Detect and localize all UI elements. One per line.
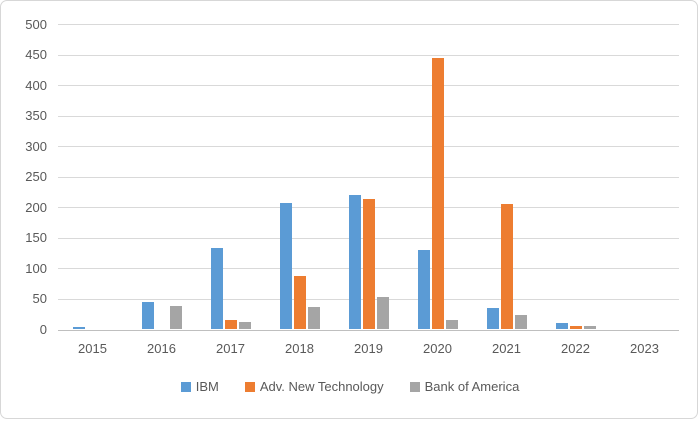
y-axis-tick-label-0: 0 [39, 322, 47, 337]
legend-swatch-icon [244, 381, 255, 392]
bar-bank-of-america-2019 [376, 296, 389, 330]
legend-swatch-icon [180, 381, 191, 392]
bar-ibm-2015 [72, 327, 85, 330]
bar-ibm-2018 [279, 203, 292, 330]
y-axis-tick-label-350: 350 [25, 108, 47, 124]
gridline-450 [58, 54, 679, 56]
bar-bank-of-america-2020 [445, 319, 458, 330]
bar-bank-of-america-2018 [307, 306, 320, 330]
bar-adv-new-technology-2022 [569, 326, 582, 330]
legend-label: IBM [195, 379, 219, 394]
legend-label: Bank of America [424, 379, 520, 394]
bar-ibm-2017 [210, 247, 223, 330]
bar-adv-new-technology-2020 [431, 58, 444, 330]
legend-label: Adv. New Technology [259, 379, 384, 394]
y-axis-tick-label-250: 250 [25, 169, 47, 185]
y-axis-tick-label-300: 300 [25, 138, 47, 154]
legend-item-bank-of-america: Bank of America [409, 379, 520, 394]
y-axis-tick-label-150: 150 [25, 230, 47, 246]
x-axis-tick-label-2018: 2018 [285, 341, 314, 356]
bar-adv-new-technology-2019 [362, 198, 375, 330]
y-axis-tick-label-100: 100 [25, 260, 47, 276]
bar-ibm-2020 [417, 250, 430, 330]
x-axis-line [58, 329, 679, 331]
y-axis-tick-label-400: 400 [25, 77, 47, 93]
bar-bank-of-america-2017 [238, 322, 251, 330]
x-axis-tick-label-2019: 2019 [354, 341, 383, 356]
y-axis-tick-label-450: 450 [25, 47, 47, 63]
bar-bank-of-america-2016 [169, 306, 182, 330]
bar-bank-of-america-2022 [583, 325, 596, 330]
gridline-250 [58, 176, 679, 178]
y-axis-tick-label-500: 500 [25, 16, 47, 32]
bar-ibm-2022 [555, 323, 568, 330]
bar-adv-new-technology-2017 [224, 320, 237, 330]
bar-ibm-2021 [486, 307, 499, 330]
x-axis-tick-label-2015: 2015 [78, 341, 107, 356]
bar-bank-of-america-2021 [514, 315, 527, 330]
legend-item-adv-new-technology: Adv. New Technology [244, 379, 384, 394]
x-axis-tick-label-2022: 2022 [561, 341, 590, 356]
x-axis-tick-label-2023: 2023 [630, 341, 659, 356]
y-axis-tick-label-200: 200 [25, 199, 47, 215]
gridline-400 [58, 85, 679, 87]
gridline-350 [58, 115, 679, 117]
gridline-500 [58, 24, 679, 25]
bar-adv-new-technology-2021 [500, 203, 513, 330]
y-axis-tick-label-50: 50 [32, 291, 47, 307]
x-axis-tick-label-2016: 2016 [147, 341, 176, 356]
x-axis-tick-label-2020: 2020 [423, 341, 452, 356]
x-axis-tick-label-2021: 2021 [492, 341, 521, 356]
legend: IBM Adv. New Technology Bank of America [1, 379, 697, 394]
legend-item-ibm: IBM [180, 379, 219, 394]
gridline-300 [58, 146, 679, 148]
x-axis-tick-label-2017: 2017 [216, 341, 245, 356]
bar-ibm-2019 [348, 195, 361, 330]
bar-ibm-2016 [141, 302, 154, 330]
legend-swatch-icon [409, 381, 420, 392]
bar-adv-new-technology-2018 [293, 275, 306, 330]
